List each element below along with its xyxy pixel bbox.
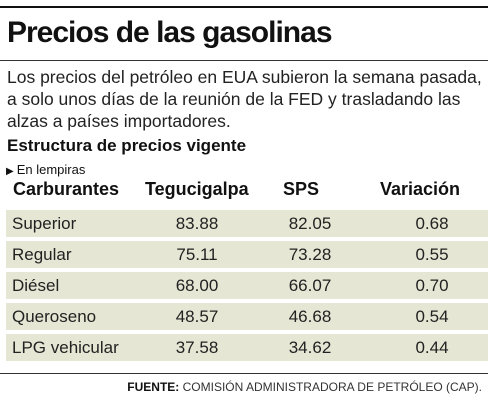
sps-value: 66.07: [288, 276, 332, 295]
intro-text: Los precios del petróleo en EUA subieron…: [7, 67, 482, 131]
variacion-value: 0.44: [415, 338, 449, 357]
table-row: Regular 75.11 73.28 0.55: [6, 241, 488, 268]
row-label: Queroseno: [12, 307, 97, 326]
column-header-variacion: Variación: [380, 179, 461, 199]
tegucigalpa-value: 37.58: [175, 338, 219, 357]
table-row: LPG vehicular 37.58 34.62 0.44: [6, 334, 488, 361]
unit-note: ▶ En lempiras: [6, 162, 85, 177]
column-header-carburantes: Carburantes: [13, 179, 120, 199]
tegucigalpa-value: 48.57: [175, 307, 219, 326]
tegucigalpa-value: 83.88: [175, 214, 219, 233]
title-divider: [0, 60, 488, 61]
tegucigalpa-value: 75.11: [176, 245, 218, 264]
variacion-value: 0.68: [415, 214, 449, 233]
table-row: Superior 83.88 82.05 0.68: [6, 210, 488, 237]
variacion-value: 0.54: [415, 307, 449, 326]
table-subhead: Estructura de precios vigente: [7, 136, 247, 155]
row-label: Diésel: [12, 276, 60, 295]
column-header-tegucigalpa: Tegucigalpa: [145, 179, 249, 199]
top-rule: [0, 6, 488, 8]
sps-value: 82.05: [288, 214, 332, 233]
table-row: Queroseno 48.57 46.68 0.54: [6, 303, 488, 330]
row-label: LPG vehicular: [12, 338, 119, 357]
table-row: Diésel 68.00 66.07 0.70: [6, 272, 488, 299]
triangle-right-icon: ▶: [6, 166, 14, 177]
source-text: COMISIÓN ADMINISTRADORA DE PETRÓLEO (CAP…: [182, 380, 482, 394]
page-title: Precios de las gasolinas: [7, 16, 333, 49]
variacion-value: 0.55: [415, 245, 449, 264]
row-label: Superior: [12, 214, 77, 233]
tegucigalpa-value: 68.00: [175, 276, 219, 295]
unit-note-text: En lempiras: [16, 162, 86, 177]
column-header-sps: SPS: [283, 179, 320, 199]
source-note: FUENTE: COMISIÓN ADMINISTRADORA DE PETRÓ…: [127, 380, 482, 394]
sps-value: 46.68: [288, 307, 332, 326]
variacion-value: 0.70: [415, 276, 449, 295]
bottom-divider: [0, 373, 488, 374]
sps-value: 34.62: [288, 338, 332, 357]
sps-value: 73.28: [288, 245, 332, 264]
row-label: Regular: [12, 245, 72, 264]
source-label: FUENTE:: [127, 380, 180, 394]
